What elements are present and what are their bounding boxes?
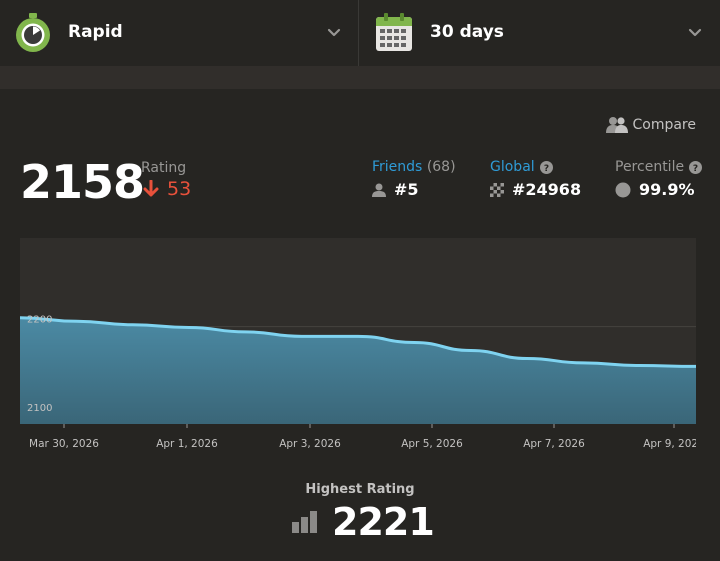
stopwatch-icon <box>16 13 50 52</box>
chart-y-tick-label: 2200 <box>27 315 52 326</box>
percentile-label: Percentile <box>615 159 685 175</box>
chart-x-tick-label: Mar 30, 2026 <box>29 438 99 450</box>
chart-x-tick-label: Apr 7, 2026 <box>523 438 585 450</box>
friends-stat: Friends (68) #5 <box>372 159 456 199</box>
rating-change-value: 53 <box>167 178 192 200</box>
circle-icon <box>615 182 631 197</box>
arrow-down-icon <box>143 180 159 197</box>
time-control-label: Rapid <box>68 22 123 42</box>
compare-button[interactable]: Compare <box>606 116 696 134</box>
percentile-stat: Percentile ? 99.9% <box>615 159 703 199</box>
header-band <box>0 66 720 89</box>
global-stat: Global ? #24968 <box>490 159 581 199</box>
current-rating: 2158 <box>20 155 145 209</box>
highest-rating: 2221 <box>292 500 435 544</box>
rating-chart[interactable]: 2100 2200 Mar 30, 2026 Apr 1, 2026 Apr 3, 20… <box>20 238 696 458</box>
friends-rank: #5 <box>372 180 456 199</box>
chart-x-tick-label: Apr 9, 2026 <box>643 438 696 450</box>
chart-y-tick-label: 2100 <box>27 403 52 414</box>
top-bar: Rapid 30 days <box>0 0 720 66</box>
time-control-selector[interactable]: Rapid <box>0 0 358 66</box>
svg-text:?: ? <box>693 164 698 174</box>
rating-label: Rating <box>141 160 187 176</box>
bar-chart-icon <box>292 511 317 533</box>
users-icon <box>606 117 629 133</box>
chart-area <box>20 317 696 424</box>
highest-rating-value: 2221 <box>332 500 435 544</box>
global-rank: #24968 <box>490 180 581 199</box>
global-link[interactable]: Global <box>490 159 535 175</box>
period-label: 30 days <box>430 22 504 42</box>
chart-x-tick-label: Apr 3, 2026 <box>279 438 341 450</box>
period-selector[interactable]: 30 days <box>359 0 720 66</box>
selector-divider <box>358 0 359 66</box>
global-rank-value: #24968 <box>512 180 582 199</box>
percentile-value: 99.9% <box>639 180 695 199</box>
percentile-title: Percentile ? <box>615 159 703 175</box>
rating-change: 53 <box>143 178 191 200</box>
checkerboard-icon <box>490 182 504 197</box>
svg-text:?: ? <box>544 164 549 174</box>
highest-rating-label: Highest Rating <box>305 482 415 497</box>
chevron-down-icon <box>327 28 341 37</box>
help-icon[interactable]: ? <box>689 160 703 174</box>
global-title: Global ? <box>490 159 581 175</box>
friends-count: (68) <box>426 159 456 175</box>
rating-chart-svg: 2100 2200 Mar 30, 2026 Apr 1, 2026 Apr 3, 20… <box>20 238 696 450</box>
compare-label: Compare <box>632 117 696 133</box>
calendar-icon <box>376 13 412 51</box>
friends-rank-value: #5 <box>394 180 419 199</box>
chart-x-tick-label: Apr 1, 2026 <box>156 438 218 450</box>
friends-link[interactable]: Friends <box>372 159 423 175</box>
chevron-down-icon <box>688 28 702 37</box>
percentile-value-row: 99.9% <box>615 180 702 199</box>
chart-series-line <box>20 316 696 368</box>
chart-x-tick-label: Apr 5, 2026 <box>401 438 463 450</box>
help-icon[interactable]: ? <box>539 160 553 174</box>
friends-title: Friends (68) <box>372 159 456 175</box>
user-icon <box>372 183 386 197</box>
